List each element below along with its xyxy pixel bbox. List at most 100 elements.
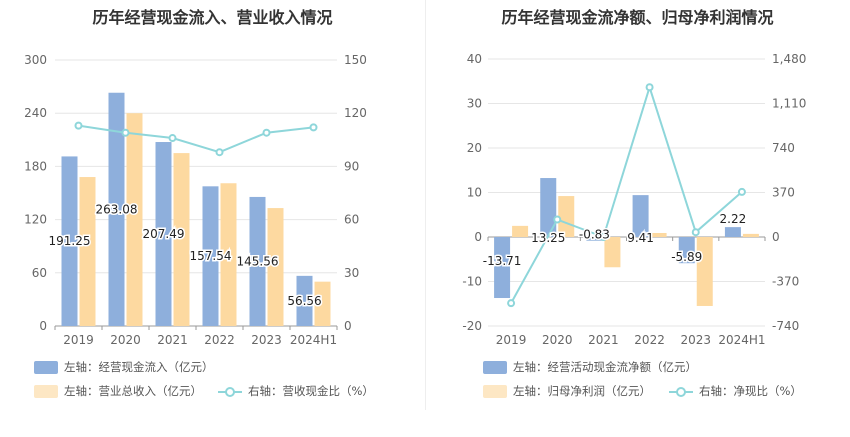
bar	[678, 237, 695, 264]
legend-label: 左轴：经营活动现金流净额（亿元）	[513, 360, 697, 374]
x-tick-label: 2023	[680, 333, 711, 347]
y-left-tick-label: 10	[467, 186, 482, 200]
bar	[742, 233, 759, 237]
line-point	[168, 134, 177, 143]
data-label: 157.54	[190, 249, 232, 263]
panel-divider	[425, 0, 426, 410]
legend-label: 左轴：经营现金流入（亿元）	[64, 360, 214, 374]
legend: 左轴：经营现金流入（亿元） 左轴：营业总收入（亿元） 右轴：营收现金比（%）	[34, 359, 424, 403]
y-left-tick-label: 0	[39, 319, 47, 333]
x-tick-label: 2020	[110, 333, 141, 347]
chart-panel-left: 历年经营现金流入、营业收入情况 0 0 60 30 120 60 180 90 240 120 30…	[24, 8, 424, 403]
y-right-tick-label: 60	[344, 213, 359, 227]
legend-item-net-cash[interactable]: 左轴：经营活动现金流净额（亿元）	[483, 359, 697, 375]
bar	[61, 156, 78, 326]
y-right-tick-label: -370	[772, 275, 799, 289]
bar	[126, 113, 143, 326]
line-point	[262, 128, 271, 137]
legend-swatch	[34, 360, 58, 374]
data-label: 9.41	[627, 231, 654, 245]
x-tick-label: 2020	[542, 333, 573, 347]
x-tick-label: 2022	[204, 333, 235, 347]
data-label: -13.71	[483, 254, 522, 268]
line-point	[309, 123, 318, 132]
data-label: 263.08	[96, 202, 138, 216]
y-right-tick-label: 1,110	[772, 97, 806, 111]
x-tick-label: 2024H1	[290, 333, 337, 347]
bar	[220, 183, 237, 326]
bar	[650, 232, 667, 237]
y-left-tick-label: 300	[24, 53, 47, 67]
data-label: 145.56	[237, 254, 279, 268]
bar	[314, 281, 331, 326]
legend-item-revenue[interactable]: 左轴：营业总收入（亿元）	[34, 383, 202, 399]
line-point	[645, 83, 654, 92]
y-left-tick-label: -10	[462, 275, 482, 289]
line-point	[215, 148, 224, 157]
y-left-tick-label: 30	[467, 97, 482, 111]
bar	[540, 178, 557, 237]
series-line	[510, 83, 743, 304]
data-label: -0.83	[579, 228, 610, 242]
legend-item-cash-ratio[interactable]: 右轴：净现比（%）	[669, 383, 802, 399]
y-left-tick-label: -20	[462, 319, 482, 333]
y-right-tick-label: 0	[772, 230, 780, 244]
legend-item-net-profit[interactable]: 左轴：归母净利润（亿元）	[483, 383, 651, 399]
legend-label: 左轴：营业总收入（亿元）	[64, 384, 202, 398]
bar	[296, 275, 313, 326]
line-point	[553, 215, 562, 224]
chart-svg: 0 0 60 30 120 60 180 90 240 120 300 150 2019 2020 2021…	[24, 53, 367, 347]
legend: 左轴：经营活动现金流净额（亿元） 左轴：归母净利润（亿元） 右轴：净现比（%）	[483, 359, 850, 403]
bar	[604, 237, 621, 268]
data-label: 207.49	[143, 227, 185, 241]
y-right-tick-label: 0	[344, 319, 352, 333]
data-label: 13.25	[531, 231, 565, 245]
legend-item-inflow[interactable]: 左轴：经营现金流入（亿元）	[34, 359, 214, 375]
legend-swatch	[34, 384, 58, 398]
y-left-tick-label: 120	[24, 213, 47, 227]
bar	[512, 225, 529, 237]
x-tick-label: 2021	[588, 333, 619, 347]
bar	[155, 142, 172, 326]
y-right-tick-label: 1,480	[772, 52, 806, 66]
legend-swatch	[483, 360, 507, 374]
bar	[494, 237, 511, 299]
bar	[267, 208, 284, 326]
legend-item-ratio[interactable]: 右轴：营收现金比（%）	[218, 383, 374, 399]
legend-line-icon	[669, 385, 693, 398]
y-right-tick-label: 90	[344, 159, 359, 173]
y-left-tick-label: 180	[24, 159, 47, 173]
bar	[249, 196, 266, 326]
data-label: 191.25	[49, 234, 91, 248]
chart-panel-right: 历年经营现金流净额、归母净利润情况 -20 -740 -10 -370 0 0 10 370 2…	[425, 0, 850, 437]
bar	[173, 153, 190, 326]
y-right-tick-label: 120	[344, 106, 367, 120]
bar	[79, 177, 96, 326]
y-left-tick-label: 240	[24, 106, 47, 120]
line-point	[737, 187, 746, 196]
data-label: 56.56	[287, 294, 321, 308]
line-point	[74, 121, 83, 130]
data-label: 2.22	[720, 212, 747, 226]
bar	[202, 186, 219, 326]
data-label: -5.89	[671, 250, 702, 264]
line-point	[691, 228, 700, 237]
line-point	[599, 233, 608, 241]
x-tick-label: 2021	[157, 333, 188, 347]
x-tick-label: 2019	[496, 333, 527, 347]
y-left-tick-label: 0	[474, 230, 482, 244]
x-tick-label: 2023	[251, 333, 282, 347]
y-left-tick-label: 60	[32, 266, 47, 280]
chart-title: 历年经营现金流入、营业收入情况	[92, 8, 333, 27]
legend-label: 右轴：营收现金比（%）	[248, 384, 374, 398]
y-left-tick-label: 40	[467, 52, 482, 66]
y-right-tick-label: -740	[772, 319, 799, 333]
bar	[696, 237, 713, 306]
bar	[586, 237, 603, 241]
x-tick-label: 2022	[634, 333, 665, 347]
chart-title: 历年经营现金流净额、归母净利润情况	[501, 8, 774, 27]
bar	[108, 92, 125, 326]
legend-label: 右轴：净现比（%）	[699, 384, 802, 398]
legend-line-icon	[218, 385, 242, 398]
y-right-tick-label: 370	[772, 186, 795, 200]
